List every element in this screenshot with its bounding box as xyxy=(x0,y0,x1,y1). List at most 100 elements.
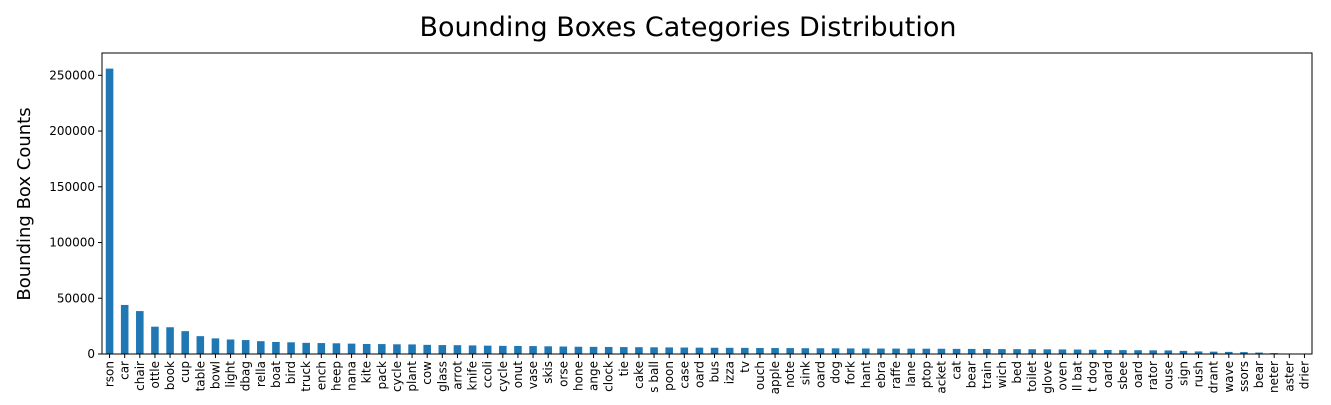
y-axis-ticks: 0 50000 100000 150000 200000 250000 xyxy=(49,68,102,361)
bar xyxy=(1209,351,1218,354)
x-tick-label: ange xyxy=(587,361,601,391)
x-tick-label: poon xyxy=(662,361,676,391)
x-tick-label: bed xyxy=(1010,361,1024,384)
bar xyxy=(620,347,628,354)
bar xyxy=(589,346,598,354)
x-tick-label: ll bat xyxy=(1071,361,1085,391)
x-tick-label: drier xyxy=(1297,361,1311,389)
x-tick-label: ottle xyxy=(148,361,162,388)
x-tick-label: t dog xyxy=(1086,361,1100,392)
bar xyxy=(892,348,900,354)
x-tick-label: dbag xyxy=(239,361,253,391)
x-tick-label: kite xyxy=(360,361,374,383)
x-tick-label: acket xyxy=(934,361,948,394)
bar xyxy=(574,346,583,354)
x-tick-label: tv xyxy=(738,361,752,373)
bar xyxy=(816,348,825,354)
bar xyxy=(1073,349,1082,354)
x-tick-label: lane xyxy=(904,361,918,387)
bar xyxy=(1028,349,1036,354)
bar xyxy=(680,347,689,354)
bar xyxy=(1058,349,1067,354)
bar xyxy=(347,343,356,354)
bar xyxy=(937,348,946,354)
bars xyxy=(105,68,1309,354)
x-tick-label: clock xyxy=(602,361,616,392)
x-tick-label: oard xyxy=(1131,361,1145,388)
x-tick-label: chair xyxy=(133,361,147,391)
bar xyxy=(635,347,643,354)
x-tick-label: bus xyxy=(708,361,722,382)
x-tick-label: ccoli xyxy=(481,361,495,388)
x-tick-label: knife xyxy=(466,361,480,391)
bar xyxy=(695,347,704,354)
x-tick-label: boat xyxy=(269,361,283,388)
bar xyxy=(710,347,719,354)
bar xyxy=(922,348,931,354)
x-tick-label: cat xyxy=(950,361,964,380)
x-tick-label: truck xyxy=(299,361,313,392)
bar xyxy=(741,347,749,354)
x-tick-label: car xyxy=(118,361,132,380)
bar xyxy=(241,340,250,354)
bar xyxy=(1255,352,1263,354)
x-tick-label: onut xyxy=(511,361,525,389)
bar xyxy=(378,344,386,354)
bar xyxy=(1088,349,1097,354)
bar xyxy=(786,348,794,354)
bar xyxy=(226,339,235,354)
bar xyxy=(287,342,295,354)
bar xyxy=(604,346,613,354)
x-tick-label: cycle xyxy=(496,361,510,392)
bar xyxy=(362,343,371,354)
x-tick-label: aster xyxy=(1282,361,1296,392)
x-tick-label: hant xyxy=(859,361,873,389)
x-tick-label: bowl xyxy=(208,361,222,389)
bar xyxy=(983,348,991,354)
bar xyxy=(136,311,144,354)
x-tick-label: orse xyxy=(556,361,570,387)
bar xyxy=(650,347,658,354)
bar xyxy=(862,348,870,354)
bar xyxy=(302,342,310,354)
bar xyxy=(846,348,855,354)
x-tick-label: oard xyxy=(692,361,706,388)
x-tick-label: vase xyxy=(526,361,540,389)
bar xyxy=(408,344,416,354)
bar xyxy=(438,345,447,354)
x-tick-label: raffe xyxy=(889,361,903,389)
bar xyxy=(468,345,477,354)
bar xyxy=(907,348,915,354)
x-tick-label: cycle xyxy=(390,361,404,392)
bar xyxy=(166,327,174,354)
bar xyxy=(1119,350,1127,354)
bar xyxy=(272,341,280,354)
x-tick-label: glove xyxy=(1040,361,1054,394)
bar xyxy=(211,338,220,354)
x-tick-label: note xyxy=(783,361,797,388)
x-tick-label: izza xyxy=(723,361,737,384)
y-tick-label: 50000 xyxy=(57,291,95,305)
x-tick-label: rush xyxy=(1192,361,1206,387)
x-tick-label: plant xyxy=(405,361,419,392)
bar xyxy=(151,326,159,354)
x-tick-label: apple xyxy=(768,361,782,394)
x-tick-label: hone xyxy=(571,361,585,391)
bar xyxy=(665,347,673,354)
plot-frame xyxy=(101,52,1313,355)
x-tick-label: cake xyxy=(632,361,646,389)
bar xyxy=(1149,350,1157,354)
bar xyxy=(544,346,552,354)
chart-title: Bounding Boxes Categories Distribution xyxy=(420,12,957,43)
x-tick-label: sign xyxy=(1176,361,1190,386)
x-tick-label: nana xyxy=(345,361,359,391)
x-tick-label: ench xyxy=(314,361,328,390)
bar xyxy=(1134,350,1142,354)
x-tick-label: oven xyxy=(1055,361,1069,390)
x-tick-label: neter xyxy=(1267,361,1281,393)
bar xyxy=(559,346,568,354)
bar xyxy=(1043,349,1052,354)
x-tick-label: ouse xyxy=(1161,361,1175,390)
bar xyxy=(499,345,507,354)
